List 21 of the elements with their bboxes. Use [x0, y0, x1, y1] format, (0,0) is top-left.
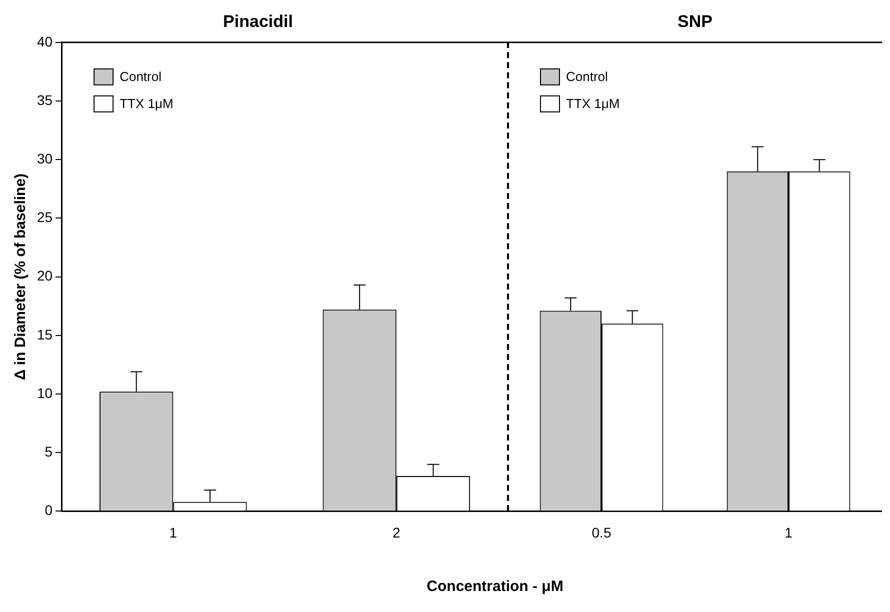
y-tick-label: 40	[36, 33, 53, 50]
y-tick-label: 25	[36, 209, 53, 226]
y-tick-label: 0	[44, 502, 53, 518]
x-tick-label: 0.5	[592, 524, 612, 540]
x-axis-title: Concentration - μM	[426, 578, 564, 595]
y-axis-title: Δ in Diameter (% of baseline)	[12, 173, 30, 380]
y-tick-label: 20	[36, 268, 53, 284]
legend-label: Control	[566, 68, 608, 84]
y-tick-label: 15	[36, 326, 53, 342]
y-tick-label: 30	[36, 150, 53, 166]
x-tick-label: 1	[169, 524, 178, 540]
x-tick-label: 2	[392, 524, 400, 540]
legend-label: TTX 1μM	[566, 96, 620, 111]
chart-title: Pinacidil	[223, 12, 293, 31]
y-tick-label: 10	[36, 384, 53, 401]
legend-label: TTX 1μM	[120, 96, 174, 111]
legend-label: Control	[120, 68, 162, 84]
y-tick-label: 35	[36, 92, 53, 108]
x-tick-label: 1	[784, 524, 793, 540]
y-tick-label: 5	[44, 443, 53, 460]
chart-title: SNP	[678, 12, 712, 31]
